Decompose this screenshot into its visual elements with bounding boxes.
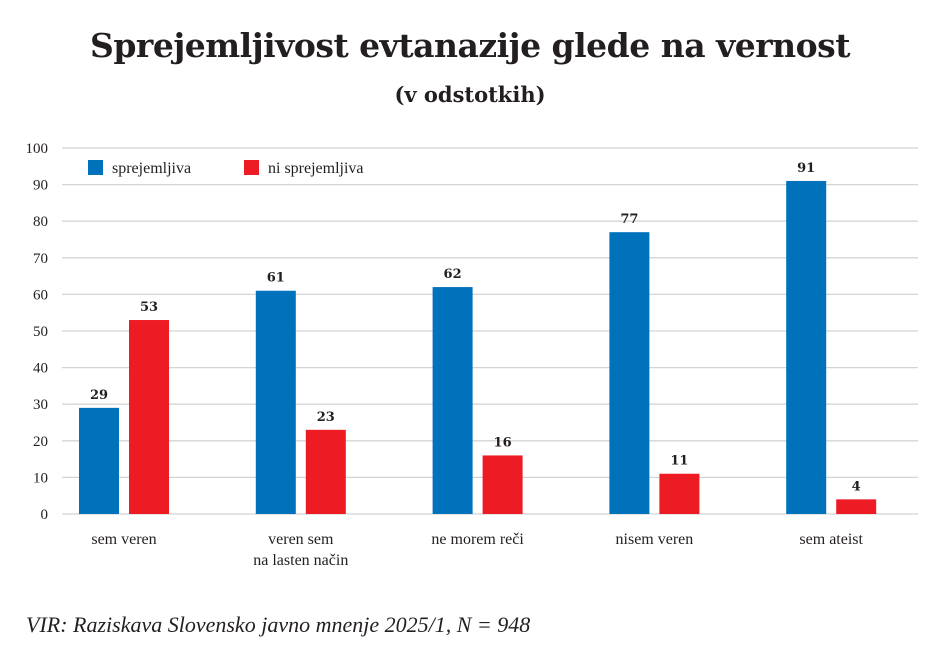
data-label: 4 xyxy=(852,479,861,494)
data-label: 29 xyxy=(90,388,108,403)
x-tick-label: ne morem reči xyxy=(431,531,524,548)
data-label: 11 xyxy=(670,454,688,469)
legend-swatch xyxy=(88,160,103,175)
x-tick-label: veren sem xyxy=(268,531,334,548)
y-tick-label: 70 xyxy=(33,251,48,267)
bar xyxy=(129,320,169,514)
chart-title: Sprejemljivost evtanazije glede na verno… xyxy=(90,26,850,65)
bar xyxy=(305,429,346,514)
source-note: VIR: Raziskava Slovensko javno mnenje 20… xyxy=(26,612,531,637)
x-tick-label: sem veren xyxy=(91,531,156,548)
data-label: 61 xyxy=(267,271,285,286)
legend-label: sprejemljiva xyxy=(112,160,191,177)
bar xyxy=(836,499,877,514)
y-tick-label: 30 xyxy=(33,397,48,413)
y-tick-label: 20 xyxy=(33,434,48,450)
y-tick-label: 0 xyxy=(41,507,49,523)
x-tick-label: sem ateist xyxy=(799,531,863,548)
bar xyxy=(79,407,119,514)
chart-subtitle: (v odstotkih) xyxy=(394,82,546,107)
legend-swatch xyxy=(244,160,259,175)
bar xyxy=(786,180,827,514)
bar xyxy=(609,232,650,514)
y-tick-label: 40 xyxy=(33,361,48,377)
x-tick-label: na lasten način xyxy=(253,552,348,569)
bar xyxy=(659,473,700,514)
bar xyxy=(255,290,296,514)
bar xyxy=(432,287,473,514)
y-tick-label: 100 xyxy=(26,141,49,157)
y-tick-label: 10 xyxy=(33,470,48,486)
y-tick-label: 50 xyxy=(33,324,48,340)
data-label: 62 xyxy=(444,267,462,282)
data-label: 16 xyxy=(494,435,512,450)
data-label: 91 xyxy=(797,161,815,176)
data-label: 23 xyxy=(317,410,335,425)
y-tick-label: 80 xyxy=(33,214,48,230)
bar xyxy=(482,455,523,514)
x-tick-label: nisem veren xyxy=(616,531,694,548)
y-tick-label: 90 xyxy=(33,178,48,194)
data-label: 53 xyxy=(140,300,158,315)
data-label: 77 xyxy=(620,212,638,227)
legend-label: ni sprejemljiva xyxy=(268,160,364,177)
y-tick-label: 60 xyxy=(33,287,48,303)
